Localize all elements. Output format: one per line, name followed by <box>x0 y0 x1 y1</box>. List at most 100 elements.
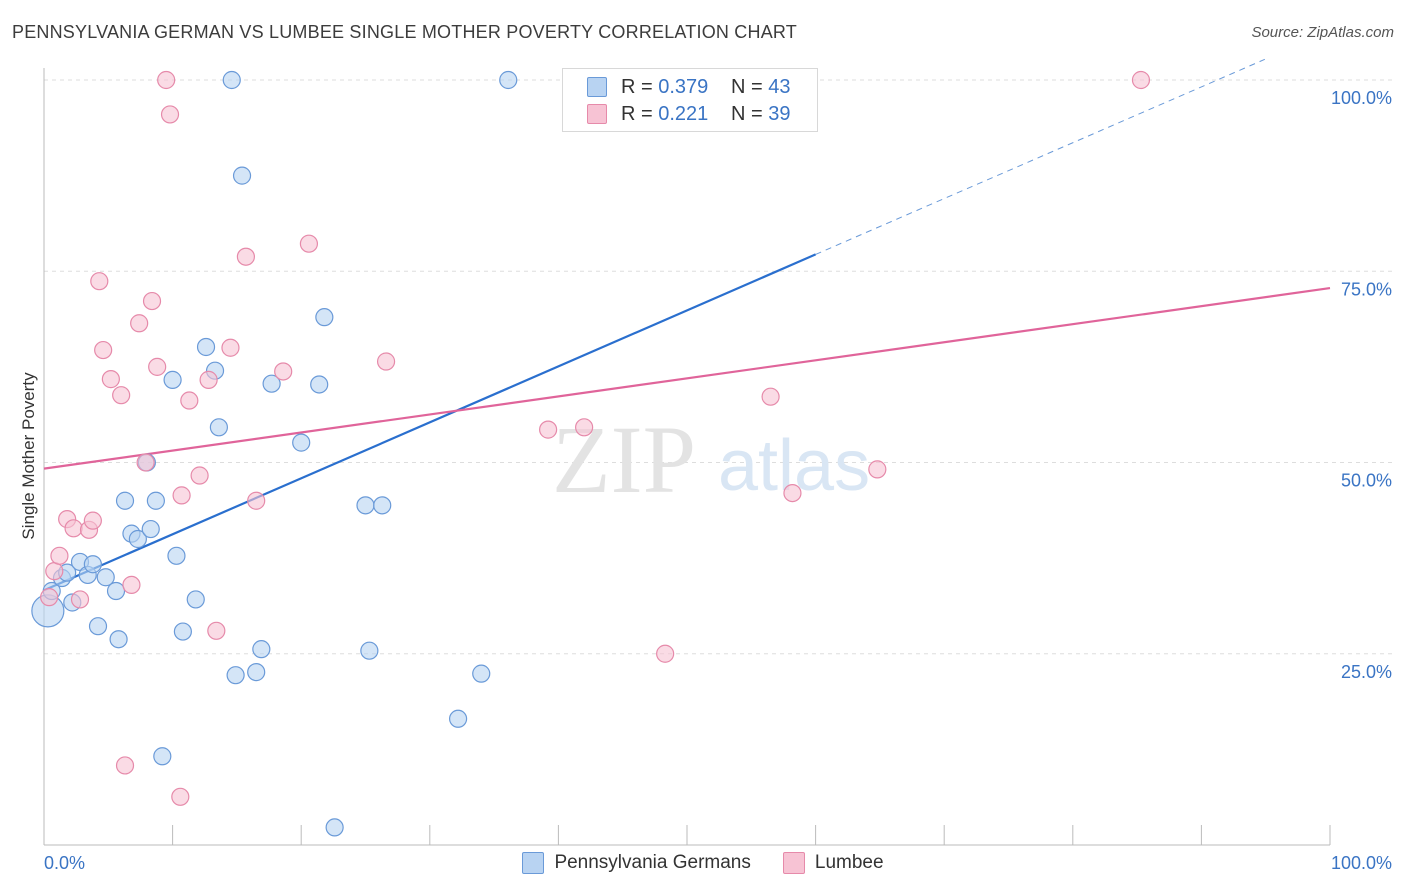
n-value-blue: 43 <box>768 75 791 98</box>
y-tick-label: 50.0% <box>1341 471 1392 491</box>
x-tick-label-min: 0.0% <box>44 853 85 873</box>
series-legend: Pennsylvania Germans Lumbee <box>0 852 1406 874</box>
point-pennsylvania-germans <box>196 337 216 357</box>
point-pennsylvania-germans <box>247 663 266 682</box>
point-pennsylvania-germans <box>325 818 344 837</box>
legend-row-pink: R = 0.221 N = 39 <box>587 101 791 127</box>
point-pennsylvania-germans <box>448 709 468 728</box>
point-lumbee <box>90 272 109 291</box>
legend-row-blue: R = 0.379 N = 43 <box>587 74 791 100</box>
point-lumbee <box>136 453 155 472</box>
legend-swatch-blue <box>587 77 607 97</box>
r-value-pink: 0.221 <box>658 102 709 125</box>
point-lumbee <box>199 370 218 389</box>
point-pennsylvania-germans <box>173 622 192 641</box>
point-lumbee <box>171 787 190 806</box>
x-tick-label-max: 100.0% <box>1331 853 1392 873</box>
point-pennsylvania-germans <box>252 640 271 659</box>
data-points <box>31 70 1151 837</box>
trendline-pennsylvania-germans-extension <box>815 58 1266 255</box>
point-lumbee <box>115 756 135 775</box>
legend-label-lumbee: Lumbee <box>814 852 884 873</box>
point-pennsylvania-germans <box>222 70 241 90</box>
point-lumbee <box>101 370 120 389</box>
point-pennsylvania-germans <box>292 433 311 452</box>
point-lumbee <box>142 291 162 311</box>
point-lumbee <box>783 484 802 503</box>
y-tick-label: 25.0% <box>1341 662 1392 682</box>
point-lumbee <box>1131 70 1151 90</box>
point-pennsylvania-germans <box>167 546 186 565</box>
legend-swatch-lumbee <box>782 852 805 874</box>
legend-swatch-pink <box>587 104 607 124</box>
legend-item-lumbee[interactable]: Lumbee <box>782 852 884 874</box>
point-lumbee <box>70 590 90 609</box>
stats-legend: R = 0.379 N = 43 R = 0.221 N = 39 <box>562 68 818 132</box>
point-lumbee <box>50 546 69 565</box>
point-pennsylvania-germans <box>83 555 102 574</box>
axes <box>43 68 1331 846</box>
point-pennsylvania-germans <box>141 519 160 539</box>
point-lumbee <box>122 575 141 595</box>
tick-labels: 25.0% 50.0% 75.0% 100.0% 0.0% 100.0% <box>44 88 1392 873</box>
point-pennsylvania-germans <box>115 491 135 510</box>
point-lumbee <box>207 621 226 640</box>
r-label: R = <box>621 75 653 98</box>
point-lumbee <box>45 562 64 581</box>
point-pennsylvania-germans <box>472 664 491 683</box>
chart-title: PENNSYLVANIA GERMAN VS LUMBEE SINGLE MOT… <box>12 22 797 42</box>
legend-label-pennsylvania-germans: Pennsylvania Germans <box>554 852 751 873</box>
point-pennsylvania-germans <box>96 568 115 587</box>
point-pennsylvania-germans <box>499 70 518 90</box>
point-lumbee <box>656 644 675 663</box>
n-value-pink: 39 <box>768 102 791 125</box>
legend-item-pennsylvania-germans[interactable]: Pennsylvania Germans <box>522 852 751 874</box>
point-lumbee <box>299 234 319 253</box>
r-label: R = <box>621 102 653 125</box>
y-tick-label: 100.0% <box>1331 88 1392 108</box>
point-pennsylvania-germans <box>88 617 108 636</box>
point-lumbee <box>112 386 131 405</box>
point-lumbee <box>761 387 780 406</box>
watermark-zip: ZIP <box>552 406 696 513</box>
point-lumbee <box>83 511 102 530</box>
point-lumbee <box>274 362 293 381</box>
trendline-pennsylvania-germans <box>43 253 817 592</box>
point-lumbee <box>221 338 240 357</box>
point-lumbee <box>130 314 149 333</box>
point-lumbee <box>40 588 59 607</box>
trendline-lumbee <box>43 286 1331 470</box>
point-pennsylvania-germans <box>146 491 165 510</box>
point-pennsylvania-germans <box>373 496 392 515</box>
point-lumbee <box>868 460 887 479</box>
point-lumbee <box>172 486 191 505</box>
point-pennsylvania-germans <box>128 529 147 549</box>
y-axis-label: Single Mother Poverty <box>19 372 38 540</box>
point-pennsylvania-germans <box>360 641 379 660</box>
grid-lines <box>44 79 1392 655</box>
point-lumbee <box>148 357 167 376</box>
point-lumbee <box>64 519 83 538</box>
point-lumbee <box>247 491 266 510</box>
point-lumbee <box>157 70 176 90</box>
point-pennsylvania-germans <box>209 418 228 437</box>
point-lumbee <box>539 420 558 439</box>
point-pennsylvania-germans <box>262 374 281 393</box>
point-lumbee <box>236 247 256 266</box>
source-label: Source: ZipAtlas.com <box>1251 24 1394 41</box>
point-pennsylvania-germans <box>356 496 375 515</box>
n-label: N = <box>731 102 763 125</box>
point-pennsylvania-germans <box>232 166 252 185</box>
point-pennsylvania-germans <box>226 666 245 685</box>
point-lumbee <box>575 418 594 437</box>
point-lumbee <box>376 352 396 371</box>
point-pennsylvania-germans <box>163 370 182 389</box>
trendlines <box>43 58 1331 592</box>
watermark: ZIP atlas <box>552 406 870 513</box>
point-pennsylvania-germans <box>109 630 128 649</box>
point-lumbee <box>94 340 113 360</box>
r-value-blue: 0.379 <box>658 75 709 98</box>
point-pennsylvania-germans <box>310 375 329 394</box>
n-label: N = <box>731 75 763 98</box>
